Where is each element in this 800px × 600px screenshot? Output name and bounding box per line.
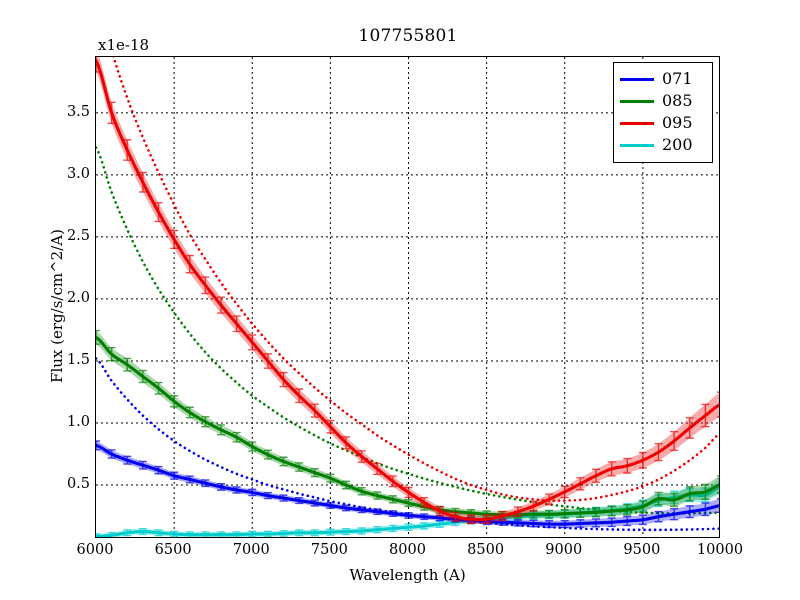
x-tick-label: 8000 — [389, 542, 426, 558]
error-bar — [717, 475, 719, 494]
legend-item-095[interactable]: 095 — [620, 112, 706, 134]
x-tick-label: 8500 — [467, 542, 505, 558]
legend: 071 085 095 200 — [613, 62, 713, 163]
error-bar — [717, 497, 719, 514]
y-tick-label: 1.0 — [66, 413, 90, 430]
error-bar — [96, 329, 100, 345]
legend-label: 085 — [662, 91, 693, 110]
series-line-solid — [96, 443, 719, 526]
legend-color-swatch — [620, 77, 654, 81]
plot-svg — [96, 57, 719, 537]
error-bar — [717, 391, 719, 418]
legend-color-swatch — [620, 121, 654, 125]
error-bar — [96, 57, 100, 73]
series-layer — [96, 57, 719, 537]
series-095 — [96, 57, 719, 525]
series-071 — [96, 440, 719, 529]
x-axis-label: Wavelength (A) — [349, 566, 466, 584]
x-tick-label: 9000 — [545, 542, 583, 558]
series-line-dotted — [96, 357, 719, 532]
series-line-solid — [96, 59, 719, 522]
legend-label: 071 — [662, 69, 693, 88]
legend-color-swatch — [620, 99, 654, 103]
x-tick-label: 9500 — [623, 542, 661, 558]
legend-label: 095 — [662, 113, 693, 132]
y-tick-label: 3.5 — [66, 103, 90, 120]
x-tick-label: 7000 — [232, 542, 270, 558]
x-tick-label: 10000 — [696, 542, 744, 558]
x-tick-label: 7500 — [310, 542, 348, 558]
y-tick-label: 2.0 — [66, 289, 90, 306]
y-axis-multiplier-label: x1e-18 — [98, 36, 150, 54]
x-tick-label: 6000 — [76, 542, 114, 558]
y-tick-label: 1.5 — [66, 351, 90, 368]
x-axis-tick-labels: 6000 6500 7000 7500 8000 8500 9000 9500 10000 — [77, 542, 744, 566]
x-tick-label: 6500 — [154, 542, 192, 558]
series-071-model — [96, 357, 719, 532]
chart-title: 107755801 — [358, 26, 458, 46]
error-bar — [717, 478, 719, 495]
legend-item-200[interactable]: 200 — [620, 134, 706, 156]
y-tick-label: 0.5 — [66, 476, 90, 493]
y-tick-label: 3.0 — [66, 165, 90, 182]
series-line-solid — [96, 335, 719, 517]
series-085 — [96, 329, 719, 519]
series-line-dotted — [112, 57, 719, 502]
legend-color-swatch — [620, 143, 654, 147]
error-bar — [96, 440, 100, 451]
y-axis-label: Flux (erg/s/cm^2/A) — [48, 229, 66, 383]
y-tick-label: 2.5 — [66, 227, 90, 244]
series-095-model — [112, 57, 719, 502]
legend-item-085[interactable]: 085 — [620, 90, 706, 112]
error-bar — [96, 533, 100, 537]
y-axis-tick-labels: 0.5 1.0 1.5 2.0 2.5 3.0 3.5 — [40, 56, 90, 538]
legend-label: 200 — [662, 135, 693, 154]
legend-item-071[interactable]: 071 — [620, 68, 706, 90]
